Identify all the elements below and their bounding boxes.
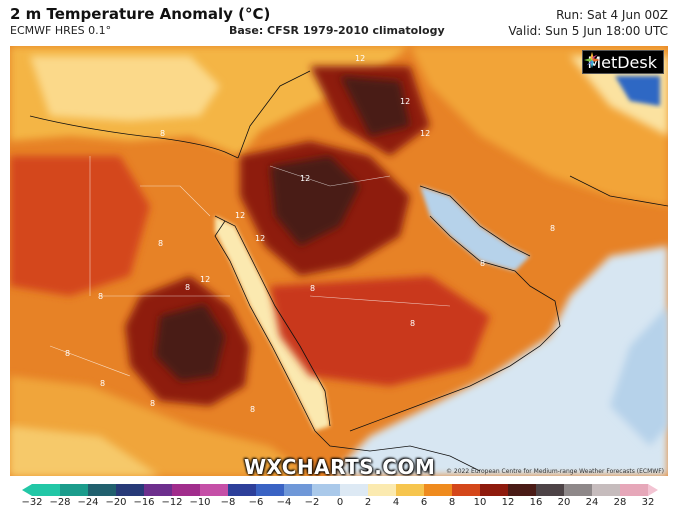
- contour-label: 12: [420, 129, 430, 138]
- temperature-anomaly-map: 12 12 12 12 12 12 12 8 8 8 8 8 8 8 8 8 8…: [10, 46, 668, 476]
- run-label: Run: Sat 4 Jun 00Z: [556, 8, 668, 22]
- colorbar-cell: [480, 484, 509, 496]
- colorbar-tick-label: 6: [420, 497, 428, 508]
- colorbar-high-arrow: [648, 484, 658, 496]
- contour-label: 12: [255, 234, 265, 243]
- colorbar-tick-label: −28: [49, 497, 71, 508]
- contour-label: 12: [400, 97, 410, 106]
- sudan-extreme-core: [155, 304, 225, 381]
- colorbar-cell: [564, 484, 593, 496]
- model-label: ECMWF HRES 0.1°: [10, 24, 112, 37]
- colorbar-tick-label: 20: [557, 497, 571, 508]
- chart-header: 2 m Temperature Anomaly (°C) ECMWF HRES …: [0, 0, 680, 46]
- colorbar-cell: [116, 484, 145, 496]
- colorbar-cell: [144, 484, 173, 496]
- colorbar-tick-label: −32: [21, 497, 43, 508]
- colorbar-cell: [32, 484, 61, 496]
- colorbar-cell: [60, 484, 89, 496]
- colorbar-cell: [396, 484, 425, 496]
- colorbar-tick-label: −8: [220, 497, 236, 508]
- contour-label-group: 12 12 12 12 12 12 12 8 8 8 8 8 8 8 8 8 8…: [65, 54, 555, 414]
- colorbar-tick-label: 16: [529, 497, 543, 508]
- colorbar-tick-label: −24: [77, 497, 99, 508]
- contour-label: 8: [480, 259, 485, 268]
- map-title: 2 m Temperature Anomaly (°C): [10, 5, 271, 23]
- metdesk-logo-text: MetDesk: [587, 52, 657, 72]
- colorbar-cell: [88, 484, 117, 496]
- colorbar-cell: [228, 484, 257, 496]
- colorbar-cell: [620, 484, 649, 496]
- map-canvas: 12 12 12 12 12 12 12 8 8 8 8 8 8 8 8 8 8…: [10, 46, 668, 476]
- colorbar-cell: [172, 484, 201, 496]
- colorbar-cell: [256, 484, 285, 496]
- contour-label: 8: [410, 319, 415, 328]
- colorbar-tick-label: 12: [501, 497, 515, 508]
- borders: [49, 156, 451, 377]
- contour-label: 12: [200, 275, 210, 284]
- red-sea: [215, 216, 330, 431]
- cool-blue-patch: [615, 76, 660, 106]
- base-label: Base: CFSR 1979-2010 climatology: [229, 24, 445, 37]
- iraq-extreme-core: [340, 76, 410, 136]
- colorbar-cell: [508, 484, 537, 496]
- colorbar-tick-label: −16: [133, 497, 155, 508]
- colorbar: [22, 484, 658, 496]
- arabia-extreme-core: [270, 156, 360, 246]
- colorbar-cell: [200, 484, 229, 496]
- colorbar-tick-label: 10: [473, 497, 487, 508]
- contour-label: 12: [355, 54, 365, 63]
- copyright-notice: © 2022 European Centre for Medium-range …: [445, 468, 664, 475]
- contour-label: 8: [160, 129, 165, 138]
- colorbar-tick-label: 24: [585, 497, 599, 508]
- colorbar-tick-label: 0: [336, 497, 344, 508]
- contour-label: 8: [550, 224, 555, 233]
- colorbar-cell: [536, 484, 565, 496]
- contour-label: 8: [158, 239, 163, 248]
- contour-label: 8: [100, 379, 105, 388]
- coastlines: [29, 70, 668, 472]
- colorbar-cell: [312, 484, 341, 496]
- contour-label: 12: [300, 174, 310, 183]
- south-arabia-hot: [270, 276, 490, 386]
- colorbar-tick-labels: −32 −28 −24 −20 −16 −12 −10 −8 −6 −4 −2 0 2 4 6 8 10 12 16…: [0, 497, 680, 517]
- contour-label: 12: [235, 211, 245, 220]
- colorbar-tick-label: −2: [304, 497, 320, 508]
- contour-label: 8: [98, 292, 103, 301]
- wxcharts-watermark: WXCHARTS.COM: [244, 455, 436, 476]
- metdesk-star-icon: [584, 51, 601, 69]
- ocean-deep-cool: [610, 306, 668, 446]
- contour-label: 8: [250, 405, 255, 414]
- colorbar-tick-label: −4: [276, 497, 292, 508]
- colorbar-cell: [592, 484, 621, 496]
- colorbar-cell: [424, 484, 453, 496]
- contour-label: 8: [150, 399, 155, 408]
- valid-label: Valid: Sun 5 Jun 18:00 UTC: [508, 24, 668, 38]
- colorbar-cell: [284, 484, 313, 496]
- arabian-sea: [330, 246, 668, 476]
- contour-label: 8: [65, 349, 70, 358]
- colorbar-cell: [368, 484, 397, 496]
- mediterranean-sea: [30, 56, 220, 121]
- colorbar-tick-label: 32: [641, 497, 655, 508]
- metdesk-logo: MetDesk: [582, 50, 664, 74]
- south-west-warm: [10, 426, 160, 476]
- colorbar-tick-label: 28: [613, 497, 627, 508]
- colorbar-tick-label: 2: [364, 497, 372, 508]
- contour-label: 8: [310, 284, 315, 293]
- colorbar-cell: [340, 484, 369, 496]
- contour-label: 8: [185, 283, 190, 292]
- colorbar-tick-label: −6: [248, 497, 264, 508]
- colorbar-tick-label: 8: [448, 497, 456, 508]
- colorbar-tick-label: −20: [105, 497, 127, 508]
- colorbar-tick-label: 4: [392, 497, 400, 508]
- colorbar-low-arrow: [22, 484, 32, 496]
- colorbar-cell: [452, 484, 481, 496]
- colorbar-tick-label: −12: [161, 497, 183, 508]
- colorbar-tick-label: −10: [189, 497, 211, 508]
- sahara-hot-zone: [10, 156, 150, 296]
- persian-gulf: [420, 186, 530, 271]
